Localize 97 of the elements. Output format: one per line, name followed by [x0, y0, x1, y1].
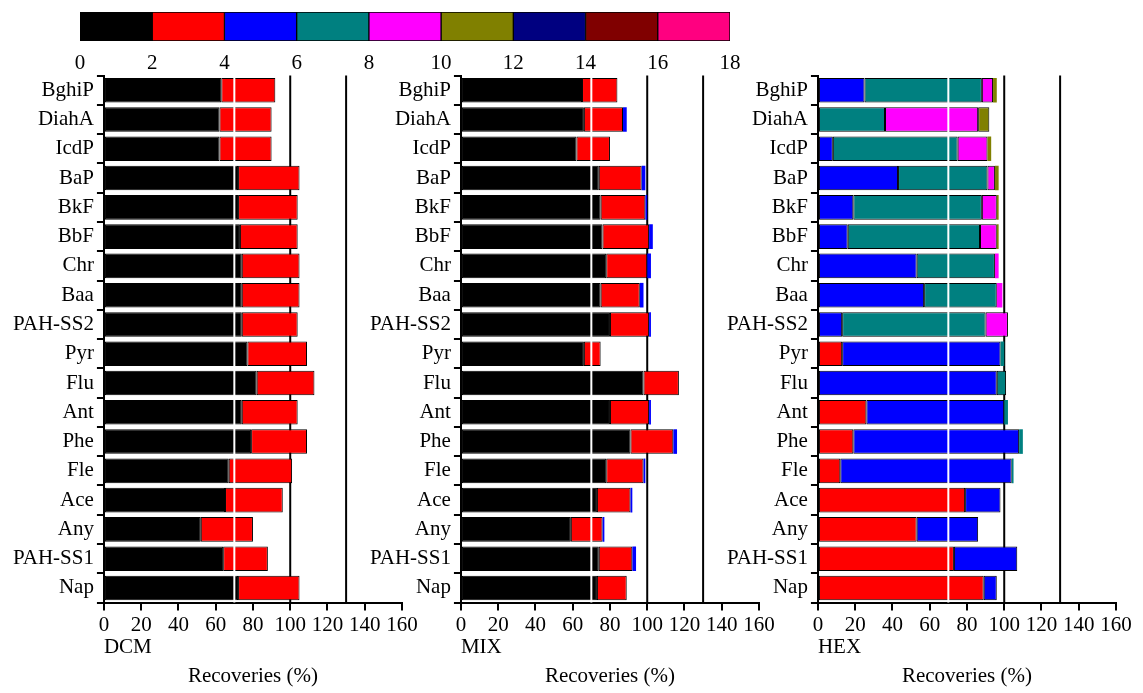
x-tick-label: 0 — [74, 50, 86, 75]
y-tick-label: DiahA — [37, 106, 95, 131]
y-tick-label: Any — [414, 515, 452, 540]
y-tick-label: BaP — [772, 164, 808, 189]
x-axis-title: Recoveries (%) — [544, 662, 675, 687]
x-tick-label: 80 — [599, 611, 621, 636]
x-axis-title: Recoveries (%) — [901, 662, 1032, 687]
y-tick-label: PAH-SS2 — [370, 310, 451, 335]
x-tick-label: 100 — [988, 611, 1020, 636]
x-tick-label: 18 — [719, 50, 741, 75]
x-tick-label: 20 — [844, 611, 866, 636]
x-tick-label: 160 — [743, 611, 775, 636]
y-tick-label: IcdP — [412, 135, 451, 160]
x-tick-label: 120 — [668, 611, 701, 636]
x-tick-label: 120 — [1025, 611, 1058, 636]
x-tick-label: 4 — [219, 50, 231, 75]
y-tick-label: PAH-SS1 — [370, 545, 451, 570]
x-tick-label: 60 — [562, 611, 584, 636]
y-tick-label: BaP — [415, 164, 451, 189]
y-tick-label: Flu — [65, 369, 95, 394]
x-tick-label: 140 — [705, 611, 738, 636]
y-tick-label: Nap — [415, 574, 451, 599]
y-tick-label: Phe — [62, 428, 94, 453]
y-tick-label: BkF — [57, 193, 94, 218]
y-tick-label: Chr — [776, 252, 808, 277]
y-tick-label: BbF — [57, 223, 94, 248]
y-tick-label: BkF — [771, 193, 808, 218]
y-tick-label: Baa — [61, 281, 95, 306]
x-tick-label: 6 — [291, 50, 302, 75]
y-tick-label: BbF — [771, 223, 808, 248]
x-axis-title: Recoveries (%) — [187, 662, 318, 687]
x-tick-label: 60 — [919, 611, 941, 636]
x-tick-label: 2 — [146, 50, 158, 75]
y-tick-label: PAH-SS2 — [13, 310, 94, 335]
x-tick-label: 20 — [487, 611, 509, 636]
y-tick-label: Ant — [62, 398, 95, 423]
x-tick-label: 40 — [524, 611, 546, 636]
y-tick-label: PAH-SS1 — [13, 545, 94, 570]
y-tick-label: Chr — [62, 252, 94, 277]
x-tick-label: 8 — [363, 50, 375, 75]
x-tick-label: 160 — [1100, 611, 1132, 636]
x-tick-label: 20 — [130, 611, 152, 636]
x-tick-label: 40 — [167, 611, 189, 636]
y-tick-label: Any — [57, 515, 95, 540]
y-tick-label: BghiP — [41, 76, 94, 101]
y-tick-label: IcdP — [55, 135, 94, 160]
y-tick-label: DiahA — [394, 106, 452, 131]
text: DCM — [103, 633, 153, 658]
x-tick-label: 100 — [631, 611, 663, 636]
y-tick-label: Ant — [419, 398, 452, 423]
y-tick-label: BaP — [58, 164, 94, 189]
y-tick-label: Nap — [772, 574, 808, 599]
y-tick-label: PAH-SS1 — [727, 545, 808, 570]
y-tick-label: Pyr — [778, 340, 808, 365]
y-tick-label: Phe — [776, 428, 808, 453]
x-tick-label: 10 — [430, 50, 452, 75]
y-tick-label: Flu — [779, 369, 809, 394]
y-tick-label: Ace — [60, 486, 94, 511]
y-tick-label: Any — [771, 515, 809, 540]
x-tick-label: 0 — [455, 611, 467, 636]
x-tick-label: 14 — [575, 50, 597, 75]
y-tick-label: Nap — [58, 574, 94, 599]
x-tick-label: 140 — [348, 611, 381, 636]
y-tick-label: IcdP — [769, 135, 808, 160]
x-tick-label: 60 — [205, 611, 227, 636]
y-tick-label: Pyr — [64, 340, 94, 365]
x-tick-label: 40 — [881, 611, 903, 636]
y-tick-label: Phe — [419, 428, 451, 453]
x-tick-label: 0 — [812, 611, 824, 636]
x-tick-label: 16 — [647, 50, 669, 75]
y-tick-label: BkF — [414, 193, 451, 218]
y-tick-label: Chr — [419, 252, 451, 277]
y-tick-label: Fle — [781, 457, 808, 482]
y-tick-label: Fle — [67, 457, 94, 482]
x-tick-label: 140 — [1062, 611, 1095, 636]
y-tick-label: BbF — [414, 223, 451, 248]
x-tick-label: 0 — [98, 611, 110, 636]
text: HEX — [817, 633, 862, 658]
x-tick-label: 12 — [502, 50, 524, 75]
y-tick-label: Ace — [774, 486, 808, 511]
y-tick-label: Flu — [422, 369, 452, 394]
y-tick-label: DiahA — [751, 106, 809, 131]
y-tick-label: BghiP — [398, 76, 451, 101]
x-tick-label: 80 — [956, 611, 978, 636]
y-tick-label: Baa — [775, 281, 809, 306]
y-tick-label: BghiP — [755, 76, 808, 101]
x-tick-label: 120 — [311, 611, 344, 636]
x-tick-label: 80 — [242, 611, 264, 636]
y-tick-label: PAH-SS2 — [727, 310, 808, 335]
text: MIX — [460, 633, 502, 658]
y-tick-label: Baa — [418, 281, 452, 306]
x-tick-label: 160 — [386, 611, 418, 636]
y-tick-label: Fle — [424, 457, 451, 482]
y-tick-label: Ace — [417, 486, 451, 511]
y-tick-label: Pyr — [421, 340, 451, 365]
x-tick-label: 100 — [274, 611, 306, 636]
y-tick-label: Ant — [776, 398, 809, 423]
